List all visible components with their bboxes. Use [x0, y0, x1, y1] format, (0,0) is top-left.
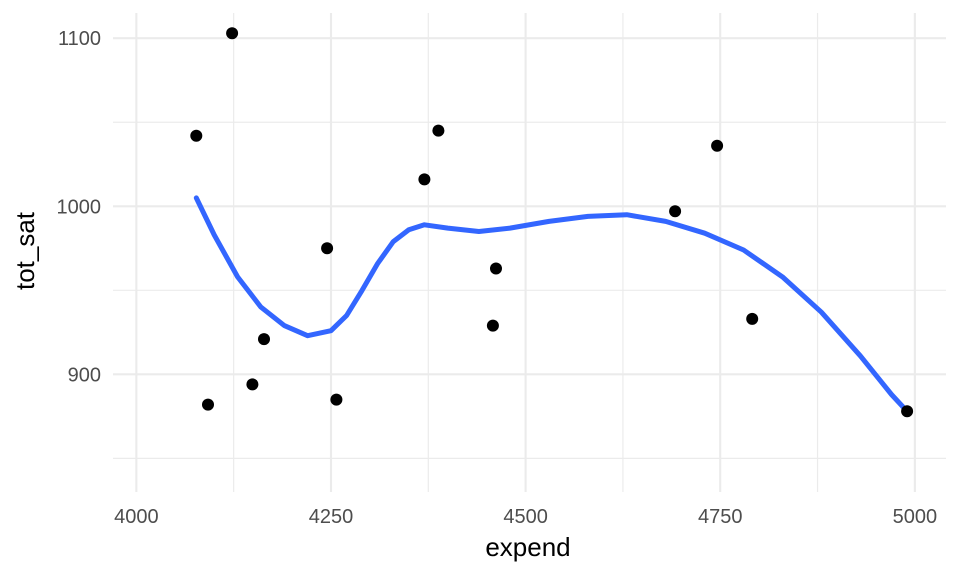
- points-layer: [190, 27, 914, 418]
- y-tick-label: 1000: [57, 196, 102, 218]
- data-point: [202, 398, 214, 411]
- smooth-line-layer: [193, 195, 910, 414]
- x-tick-label: 4250: [309, 506, 354, 528]
- data-point: [190, 129, 203, 142]
- y-tick-labels: 900 1000 1100: [57, 28, 102, 386]
- y-tick-label: 1100: [58, 28, 101, 50]
- x-tick-label: 4000: [114, 506, 159, 528]
- data-point: [432, 124, 445, 137]
- x-tick-label: 5000: [893, 506, 938, 528]
- data-point: [711, 139, 724, 152]
- data-point: [258, 333, 270, 346]
- x-tick-label: 4500: [503, 506, 548, 528]
- y-axis-title: tot_sat: [10, 211, 40, 290]
- data-point: [321, 242, 334, 255]
- data-point: [246, 378, 259, 391]
- data-point: [901, 405, 914, 418]
- data-point: [746, 312, 759, 325]
- data-point: [418, 173, 431, 186]
- data-point: [226, 27, 239, 40]
- y-tick-label: 900: [68, 364, 101, 386]
- minor-gridlines: [113, 13, 946, 492]
- x-axis-title: expend: [485, 532, 570, 562]
- major-gridlines: [113, 13, 946, 492]
- data-point: [486, 319, 499, 332]
- data-point: [669, 205, 682, 218]
- data-point: [330, 393, 343, 406]
- data-point: [490, 262, 502, 275]
- x-tick-label: 4750: [698, 506, 743, 528]
- x-tick-labels: 4000 4250 4500 4750 5000: [114, 506, 937, 528]
- smooth-trend-line: [193, 195, 910, 414]
